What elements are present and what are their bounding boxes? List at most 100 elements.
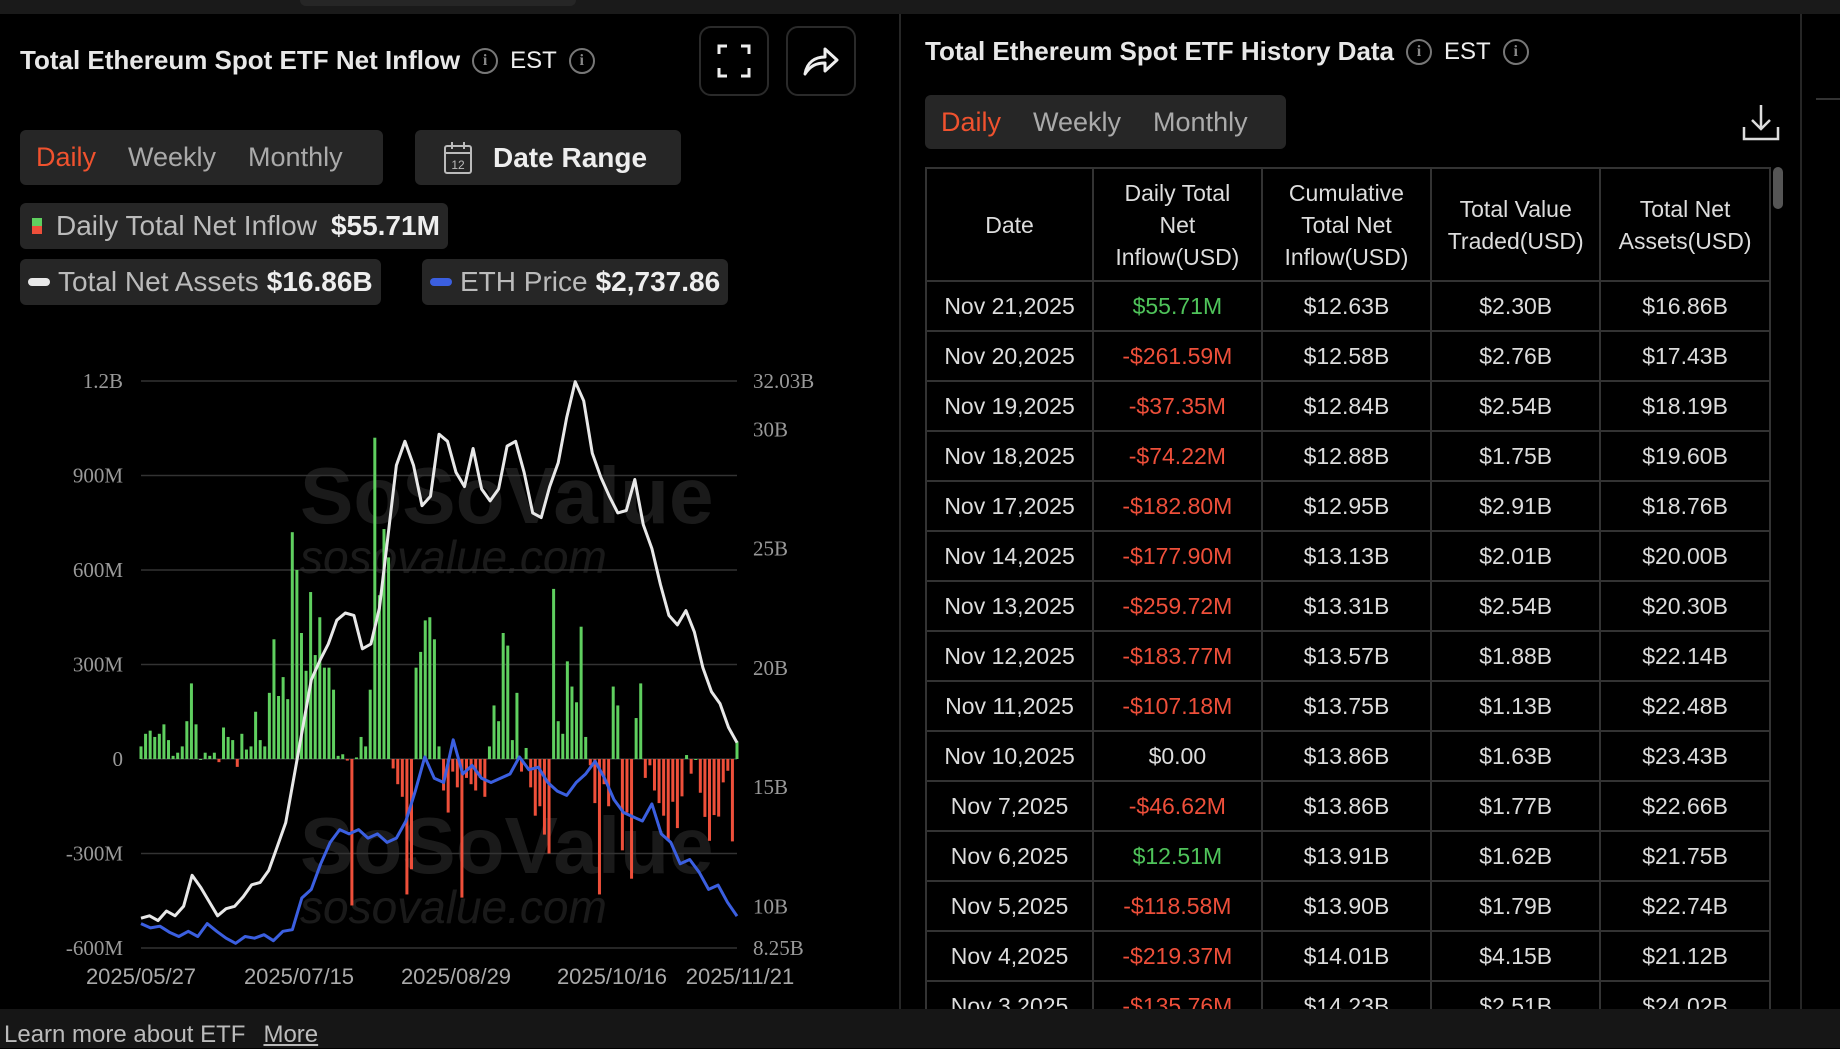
inflow-bar	[492, 705, 496, 759]
inflow-bar	[235, 759, 239, 767]
share-button[interactable]	[786, 26, 856, 96]
top-bar	[0, 0, 1840, 14]
info-icon[interactable]: i	[1502, 38, 1529, 65]
inflow-bar	[570, 686, 574, 759]
timezone-label: EST	[1444, 37, 1491, 65]
info-icon[interactable]: i	[1406, 38, 1433, 65]
date-range-button[interactable]: 12 Date Range	[415, 130, 681, 185]
y-right-tick-label: 20B	[753, 656, 788, 680]
table-cell: $22.66B	[1599, 780, 1771, 832]
inflow-bar	[474, 759, 478, 791]
table-cell: $2.54B	[1430, 580, 1602, 632]
inflow-bar	[153, 736, 157, 759]
inflow-bar	[382, 529, 386, 759]
inflow-bar	[680, 759, 684, 797]
inflow-bar	[400, 759, 404, 797]
table-cell: $24.02B	[1599, 980, 1771, 1009]
x-tick-label: 2025/05/27	[86, 964, 196, 989]
tab-daily[interactable]: Daily	[36, 142, 97, 172]
y-left-tick-label: 600M	[73, 558, 124, 582]
table-row: Nov 4,2025 -$219.37M $14.01B $4.15B $21.12B	[925, 930, 1771, 982]
inflow-bar	[662, 759, 666, 816]
inflow-bar	[478, 759, 482, 778]
tab-daily[interactable]: Daily	[941, 106, 1002, 137]
table-scrollbar[interactable]	[1773, 167, 1783, 209]
inflow-bar	[286, 699, 290, 759]
table-cell: $1.63B	[1430, 730, 1602, 782]
table-cell: $4.15B	[1430, 930, 1602, 982]
inflow-bar	[208, 755, 212, 759]
inflow-bar	[322, 667, 326, 759]
column-header: Total Net Assets(USD)	[1599, 167, 1771, 282]
top-tab[interactable]	[300, 0, 576, 6]
inflow-bar	[231, 740, 235, 759]
table-cell: $12.88B	[1260, 430, 1433, 482]
inflow-bar	[588, 759, 592, 766]
chart-title: Total Ethereum Spot ETF Net Inflow	[20, 45, 461, 75]
y-left-tick-label: -600M	[66, 936, 123, 960]
y-right-tick-label: 8.25B	[753, 936, 804, 960]
table-cell: $21.12B	[1599, 930, 1771, 982]
table-cell: $22.14B	[1599, 630, 1771, 682]
table-cell: $16.86B	[1599, 280, 1771, 332]
inflow-bar	[203, 752, 207, 759]
inflow-bar	[199, 759, 203, 760]
fullscreen-button[interactable]	[699, 26, 769, 96]
table-cell: $2.30B	[1430, 280, 1602, 332]
table-row: Nov 10,2025 $0.00 $13.86B $1.63B $23.43B	[925, 730, 1771, 782]
inflow-bar	[460, 759, 464, 898]
inflow-bar	[405, 759, 409, 895]
more-link[interactable]: More	[263, 1021, 319, 1048]
info-icon[interactable]: i	[472, 47, 499, 74]
tab-monthly[interactable]: Monthly	[248, 142, 343, 172]
table-cell: $13.90B	[1260, 880, 1433, 932]
eth-price-line	[140, 738, 739, 945]
history-title: Total Ethereum Spot ETF History Data	[925, 36, 1395, 66]
table-cell: -$259.72M	[1092, 580, 1263, 632]
table-row: Nov 7,2025 -$46.62M $13.86B $1.77B $22.66B	[925, 780, 1771, 832]
inflow-bar	[373, 437, 377, 759]
inflow-bar	[157, 733, 161, 759]
x-tick-label: 2025/07/15	[244, 964, 354, 989]
download-button[interactable]	[1742, 103, 1780, 146]
info-icon[interactable]: i	[568, 47, 595, 74]
inflow-bar	[249, 746, 253, 759]
table-cell: Nov 13,2025	[925, 580, 1095, 632]
inflow-bar	[437, 746, 441, 759]
table-row: Nov 14,2025 -$177.90M $13.13B $2.01B $20.00B	[925, 530, 1771, 582]
inflow-bar	[332, 689, 336, 759]
inflow-bar	[368, 689, 372, 759]
legend-label: Daily Total Net Inflow	[56, 210, 317, 241]
inflow-bar	[258, 740, 262, 759]
inflow-bar	[694, 759, 698, 760]
inflow-bar	[217, 759, 221, 763]
footer-text: Learn more about ETF	[4, 1021, 246, 1048]
tab-weekly[interactable]: Weekly	[1033, 106, 1122, 137]
inflow-bar	[465, 759, 469, 778]
table-cell: $1.77B	[1430, 780, 1602, 832]
table-row: Nov 17,2025 -$182.80M $12.95B $2.91B $18.76B	[925, 480, 1771, 532]
legend-eth-price[interactable]: ETH Price $2,737.86	[422, 259, 729, 305]
inflow-bar	[547, 759, 551, 854]
inflow-bar	[575, 702, 579, 759]
table-cell: $12.95B	[1260, 480, 1433, 532]
legend-total-net-assets[interactable]: Total Net Assets $16.86B	[20, 259, 381, 305]
table-cell: $13.86B	[1260, 730, 1433, 782]
inflow-bar	[515, 692, 519, 759]
inflow-bar	[552, 588, 556, 759]
inflow-bar	[671, 759, 675, 802]
table-cell: $13.13B	[1260, 530, 1433, 582]
table-cell: $0.00	[1092, 730, 1263, 782]
legend-daily-inflow[interactable]: Daily Total Net Inflow $55.71M	[20, 203, 448, 249]
column-header: Date	[925, 167, 1095, 282]
inflow-bar	[428, 617, 432, 759]
tab-monthly[interactable]: Monthly	[1153, 106, 1248, 137]
inflow-bar	[648, 759, 652, 766]
tab-weekly[interactable]: Weekly	[128, 142, 217, 172]
inflow-bar	[643, 759, 647, 778]
inflow-bar	[666, 759, 670, 841]
inflow-bar	[414, 667, 418, 759]
inflow-bar	[295, 570, 299, 759]
inflow-bar	[630, 759, 634, 879]
inflow-bar	[487, 746, 491, 759]
